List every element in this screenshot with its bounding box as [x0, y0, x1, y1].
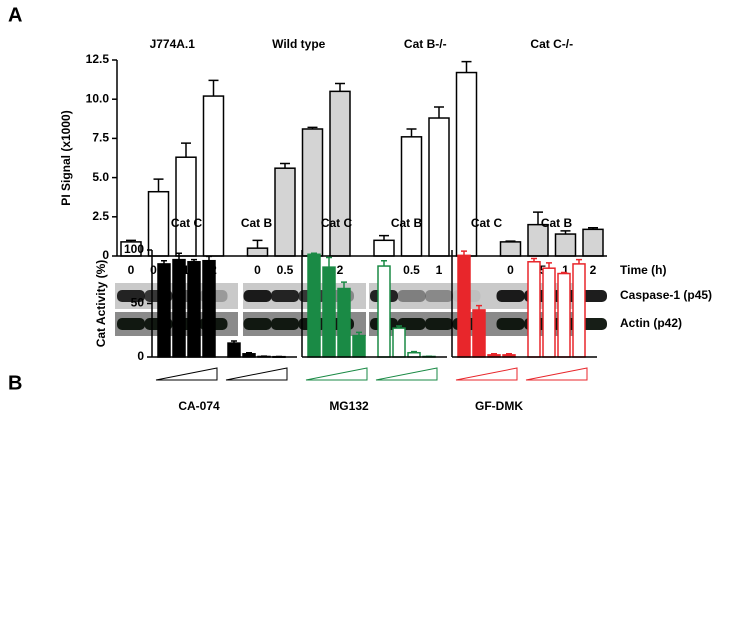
y-tick-label: 0 [137, 349, 144, 363]
bar [158, 264, 170, 357]
bar [378, 266, 390, 357]
y-tick-label: 2.5 [92, 209, 109, 223]
panel-label: A [8, 4, 22, 26]
error-bar [462, 62, 472, 73]
error-bar [154, 179, 164, 192]
inhibitor-label: MG132 [329, 399, 369, 413]
bar [203, 261, 215, 357]
x-tick-label: 0 [128, 263, 135, 277]
blot-band [117, 318, 145, 330]
blot-band [425, 318, 453, 330]
y-axis-label: Cat Activity (%) [94, 260, 108, 348]
blot-label: Actin (p42) [620, 316, 682, 330]
x-tick-label: 1 [436, 263, 443, 277]
x-tick-label: 0.5 [277, 263, 294, 277]
bar [528, 262, 540, 357]
y-tick-label: 10.0 [86, 91, 110, 105]
blot-band [497, 290, 525, 302]
blot-band [271, 318, 299, 330]
bar [402, 137, 422, 256]
bar [374, 240, 394, 256]
y-tick-label: 7.5 [92, 131, 109, 145]
error-bar [434, 107, 444, 118]
concentration-wedge [226, 368, 287, 380]
bar [275, 168, 295, 256]
bar [338, 289, 350, 357]
y-tick-label: 100 [124, 242, 144, 256]
x-tick-label: 0.5 [403, 263, 420, 277]
bar [558, 274, 570, 357]
group-label: Cat C [171, 216, 203, 230]
blot-band [244, 318, 272, 330]
error-bar [506, 241, 516, 242]
concentration-wedge [526, 368, 587, 380]
bar [429, 118, 449, 256]
bar [303, 129, 323, 256]
concentration-wedge [156, 368, 217, 380]
y-axis-label: PI Signal (x1000) [59, 110, 73, 205]
bar [583, 229, 603, 256]
x-axis-label: Time (h) [620, 263, 666, 277]
concentration-wedge [456, 368, 517, 380]
bar [176, 157, 196, 256]
error-bar [209, 80, 219, 96]
group-label: Cat B [541, 216, 573, 230]
bar [323, 267, 335, 357]
group-label: Cat C-/- [530, 37, 573, 51]
group-label: Wild type [272, 37, 326, 51]
y-tick-label: 50 [131, 296, 145, 310]
bar [149, 192, 169, 256]
bar [173, 260, 185, 357]
bar [248, 248, 268, 256]
bar [353, 336, 365, 357]
y-tick-label: 12.5 [86, 52, 110, 66]
blot-band [271, 290, 299, 302]
blot-label: Caspase-1 (p45) [620, 288, 712, 302]
bar [458, 255, 470, 357]
group-label: Cat C [321, 216, 353, 230]
bar [543, 268, 555, 357]
error-bar [253, 240, 263, 248]
group-label: Cat B [391, 216, 423, 230]
bar [308, 254, 320, 357]
error-bar [335, 84, 345, 92]
bar [393, 328, 405, 357]
blot-band [244, 290, 272, 302]
group-label: J774A.1 [150, 37, 196, 51]
y-tick-label: 5.0 [92, 170, 109, 184]
x-tick-label: 2 [590, 263, 597, 277]
error-bar [326, 257, 332, 267]
group-label: Cat C [471, 216, 503, 230]
x-tick-label: 0 [507, 263, 514, 277]
bar [330, 91, 350, 256]
bar [188, 262, 200, 357]
x-tick-label: 2 [337, 263, 344, 277]
panel-label: B [8, 372, 22, 394]
bar [556, 234, 576, 256]
inhibitor-label: GF-DMK [475, 399, 523, 413]
x-tick-label: 0 [254, 263, 261, 277]
concentration-wedge [306, 368, 367, 380]
bar [573, 264, 585, 357]
bar [473, 310, 485, 357]
bar [228, 343, 240, 357]
group-label: Cat B-/- [404, 37, 447, 51]
bar [501, 242, 521, 256]
concentration-wedge [376, 368, 437, 380]
blot-band [497, 318, 525, 330]
error-bar [407, 129, 417, 137]
error-bar [546, 263, 552, 268]
inhibitor-label: CA-074 [178, 399, 220, 413]
blot-band [398, 290, 426, 302]
blot-band [425, 290, 453, 302]
error-bar [181, 143, 191, 157]
bar [204, 96, 224, 256]
group-label: Cat B [241, 216, 273, 230]
